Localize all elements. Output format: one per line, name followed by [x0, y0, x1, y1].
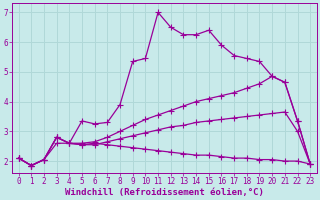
X-axis label: Windchill (Refroidissement éolien,°C): Windchill (Refroidissement éolien,°C) [65, 188, 264, 197]
